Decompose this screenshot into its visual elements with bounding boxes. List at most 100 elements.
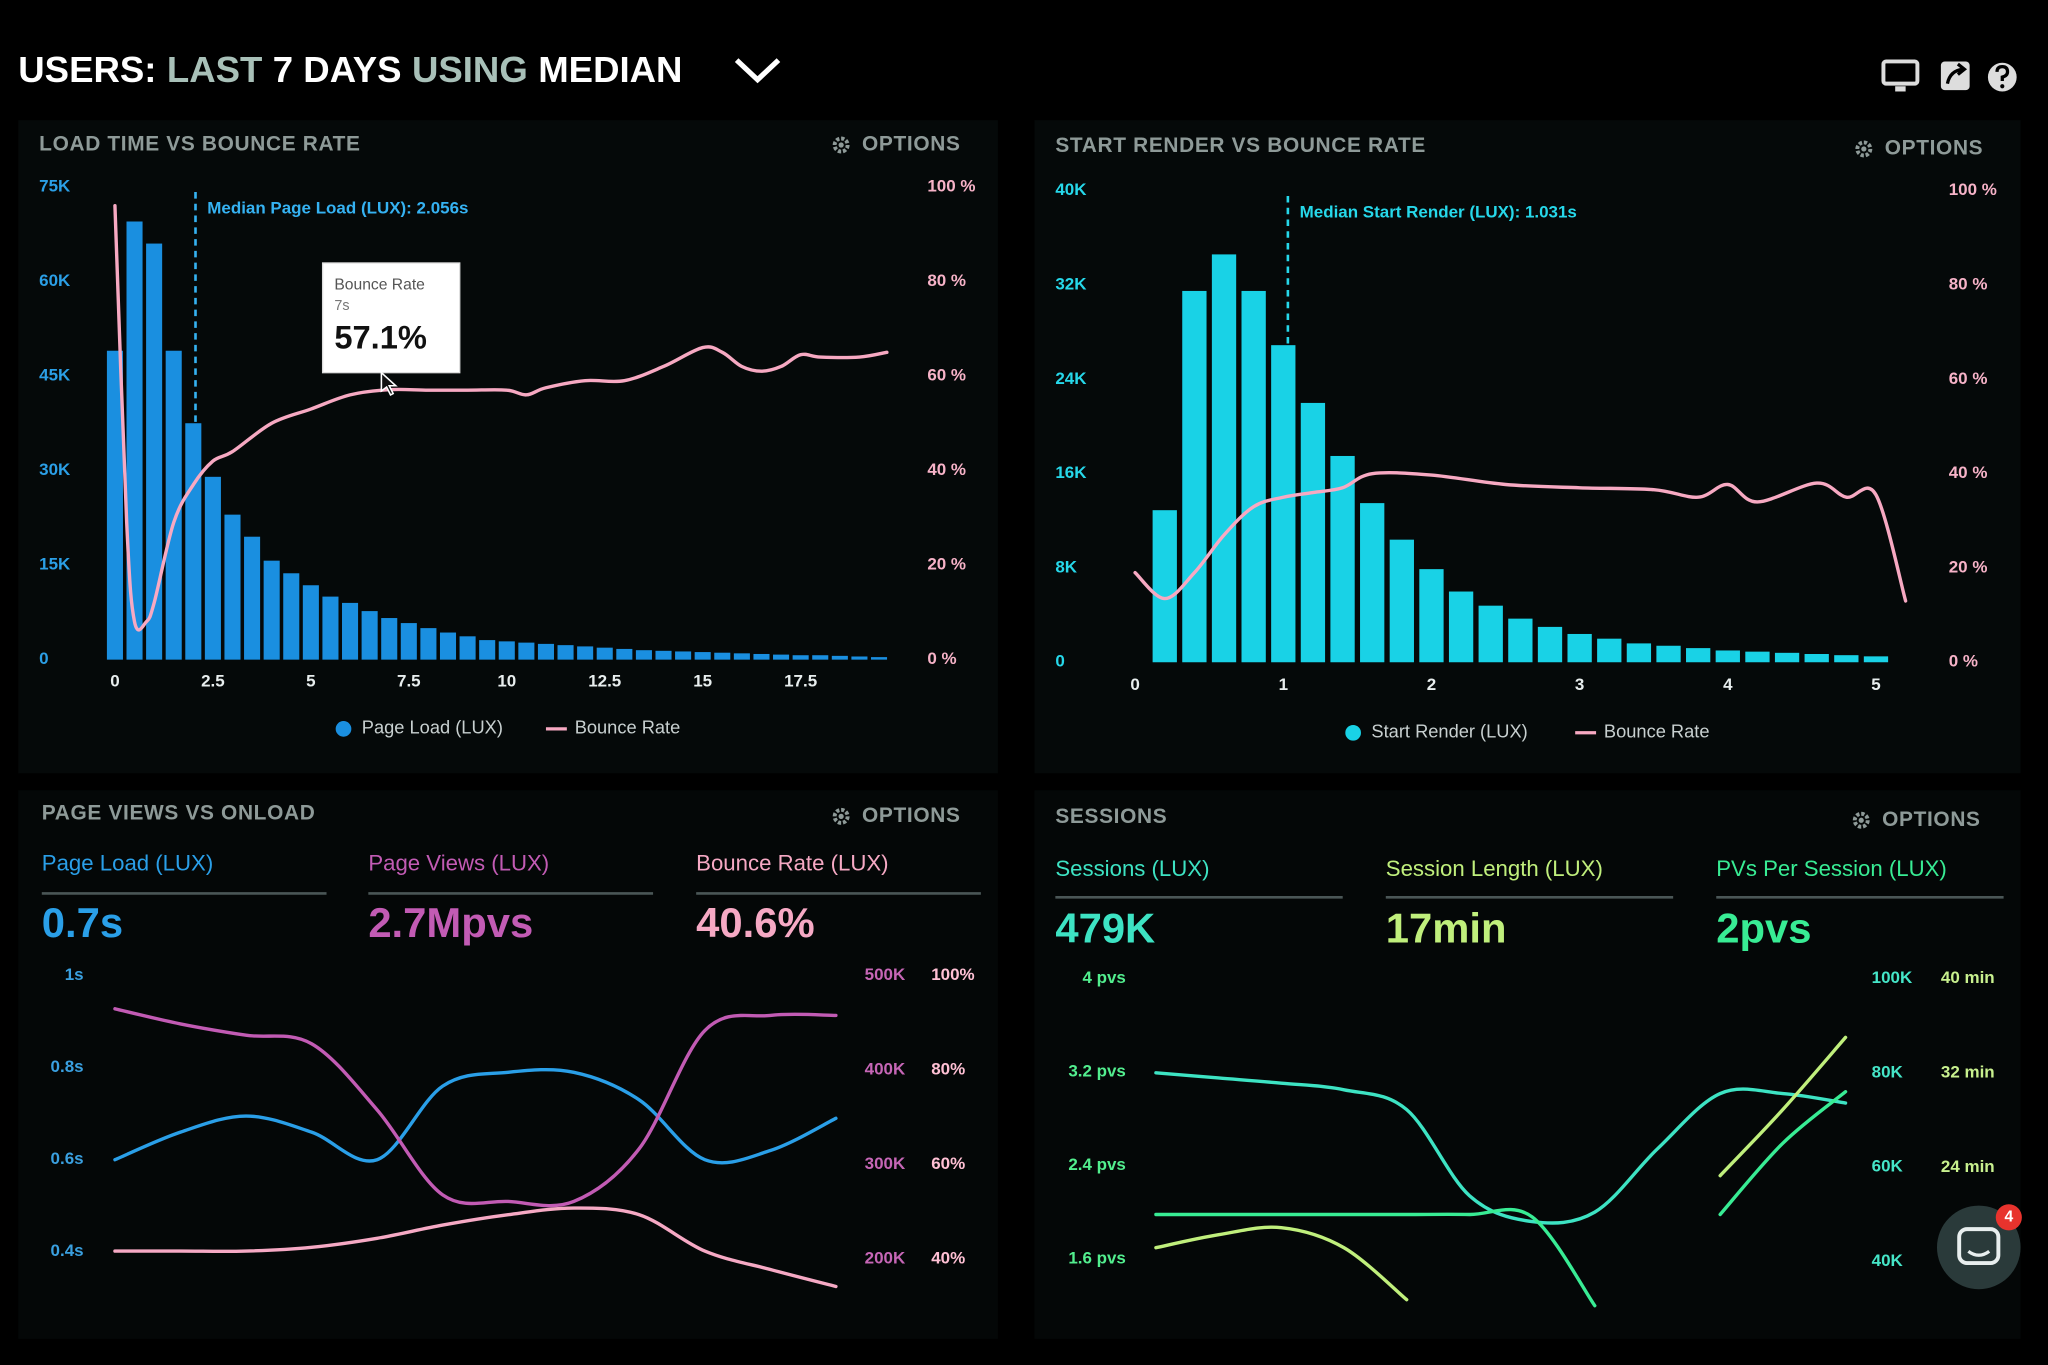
line — [1154, 1035, 1848, 1302]
legend-label: Bounce Rate — [575, 717, 681, 738]
bar — [439, 632, 457, 660]
bar — [224, 514, 241, 660]
y-tick-label: 1.6 pvs — [1068, 1248, 1126, 1267]
kpi-value: 40.6% — [696, 899, 814, 946]
bar — [381, 618, 398, 660]
bar — [733, 653, 750, 660]
options-button[interactable]: OPTIONS — [862, 804, 961, 827]
gear-icon — [1852, 811, 1870, 829]
bar — [635, 650, 652, 660]
chat-badge: 4 — [2004, 1208, 2013, 1225]
options-button[interactable]: OPTIONS — [1885, 136, 1984, 159]
bar — [518, 642, 535, 660]
y2-tick-label: 0 % — [927, 649, 956, 668]
y-tick-label: 24K — [1055, 369, 1087, 388]
kpi-value: 0.7s — [42, 899, 123, 946]
y3-tick-label: 100% — [931, 965, 974, 984]
x-tick-label: 7.5 — [397, 671, 421, 690]
y-tick-label: 2.4 pvs — [1068, 1155, 1126, 1174]
line — [113, 1206, 838, 1289]
tooltip-x: 7s — [334, 298, 349, 314]
bar — [498, 641, 515, 660]
bar — [870, 657, 888, 660]
bar — [1241, 290, 1266, 663]
y2-tick-label: 200K — [865, 1249, 906, 1268]
y-tick-label: 45K — [39, 365, 71, 384]
y3-tick-label: 60% — [931, 1154, 965, 1173]
line — [1154, 1090, 1848, 1308]
x-tick-label: 5 — [306, 671, 315, 690]
y-tick-label: 0.6s — [51, 1149, 84, 1168]
bar — [714, 652, 731, 660]
title-part: USING — [412, 49, 528, 90]
options-button[interactable]: OPTIONS — [1882, 808, 1981, 831]
y-tick-label: 0 — [39, 649, 48, 668]
bar — [792, 655, 809, 660]
y-tick-label: 0.4s — [51, 1241, 84, 1260]
bar — [283, 573, 300, 660]
y-tick-label: 0 — [1055, 652, 1064, 671]
gear-hub — [838, 813, 844, 819]
line — [1133, 470, 1908, 603]
tooltip: Bounce Rate 7s 57.1% — [321, 262, 461, 374]
line — [113, 204, 889, 632]
help-icon[interactable] — [1987, 62, 2017, 92]
bar — [204, 476, 221, 660]
kpi-title: Sessions (LUX) — [1055, 856, 1209, 881]
options-button[interactable]: OPTIONS — [862, 133, 961, 156]
share-icon[interactable] — [1940, 61, 1970, 91]
kpi-value: 2pvs — [1716, 904, 1811, 951]
y-tick-label: 8K — [1055, 557, 1077, 576]
kpi-title: Bounce Rate (LUX) — [696, 851, 888, 876]
bar — [146, 243, 163, 660]
kpi-value: 479K — [1055, 904, 1155, 951]
kpi-value: 2.7Mpvs — [368, 899, 533, 946]
panel-title: PAGE VIEWS VS ONLOAD — [42, 801, 316, 824]
gear-ring — [1855, 140, 1873, 158]
dropdown-chevron[interactable] — [734, 58, 781, 84]
bar — [675, 651, 692, 660]
bar — [1389, 539, 1414, 663]
bar — [694, 652, 711, 660]
bar — [851, 656, 868, 660]
bar — [1537, 626, 1563, 663]
gear-hub — [1858, 817, 1864, 823]
kpi-title: Page Load (LUX) — [42, 851, 213, 876]
bar — [1804, 654, 1829, 663]
y2-tick-label: 100 % — [927, 176, 975, 195]
bar — [322, 596, 339, 660]
tooltip-value: 57.1% — [334, 319, 427, 356]
y2-tick-label: 60 % — [1949, 369, 1988, 388]
bar — [655, 650, 672, 660]
bar — [1656, 645, 1681, 663]
bar — [1597, 638, 1622, 663]
bar — [773, 654, 790, 660]
legend-label: Bounce Rate — [1604, 721, 1710, 742]
panel-title: START RENDER VS BOUNCE RATE — [1055, 134, 1426, 157]
y2-tick-label: 20 % — [1949, 557, 1988, 576]
bar — [1745, 651, 1770, 663]
bar — [753, 653, 770, 660]
bar — [361, 611, 378, 660]
bar — [479, 640, 496, 660]
bar — [302, 585, 319, 660]
y2-tick-label: 80 % — [927, 271, 966, 290]
bar — [1211, 254, 1237, 663]
gear-ring — [1852, 811, 1870, 829]
y-tick-label: 40K — [1055, 180, 1087, 199]
gear-ring — [832, 807, 850, 825]
gear-hub — [838, 142, 844, 148]
bar — [106, 350, 123, 660]
bar — [1152, 510, 1177, 663]
monitor-icon[interactable] — [1881, 59, 1920, 92]
chat-button[interactable]: 4 — [1936, 1204, 2022, 1290]
x-tick-label: 0 — [1130, 675, 1139, 694]
kpi-title: Session Length (LUX) — [1386, 856, 1603, 881]
gear-icon — [832, 807, 850, 825]
y2-tick-label: 0 % — [1949, 652, 1978, 671]
x-tick-label: 12.5 — [588, 671, 621, 690]
y2-tick-label: 300K — [865, 1154, 906, 1173]
bar — [1419, 569, 1444, 663]
x-tick-label: 3 — [1575, 675, 1584, 694]
